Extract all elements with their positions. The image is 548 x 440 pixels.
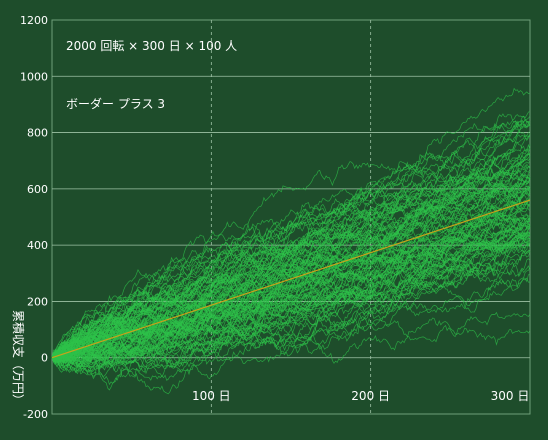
simulated-series-line [51, 239, 531, 362]
y-axis-label: 累積収支（万円） [11, 310, 26, 406]
simulated-series-line [51, 232, 531, 381]
y-tick-label: 800 [27, 127, 48, 140]
y-tick-label: 200 [27, 295, 48, 308]
simulated-series-line [51, 205, 531, 359]
simulated-series-line [51, 188, 531, 363]
x-tick-label: 300 日 [491, 389, 530, 403]
simulated-series-line [51, 185, 531, 364]
y-tick-labels: -200 0 200 400 600 800 1000 1200 [20, 14, 48, 421]
y-tick-label: 600 [27, 183, 48, 196]
simulated-series-group [51, 87, 531, 395]
annotation-simulation-setup: 2000 回転 × 300 日 × 100 人 [66, 39, 237, 53]
plot-frame [51, 19, 531, 415]
expected-line-group [51, 199, 531, 359]
y-tick-label: 1000 [20, 70, 48, 83]
x-tick-label: 200 日 [351, 389, 390, 403]
simulated-series-line [51, 178, 531, 361]
simulated-series-line [51, 165, 531, 358]
simulated-series-line [51, 111, 531, 361]
simulated-series-line [51, 200, 531, 374]
simulated-series-line [51, 115, 531, 359]
simulated-series-line [51, 155, 531, 360]
simulated-series-line [51, 190, 531, 366]
simulated-series-line [51, 230, 531, 364]
simulated-series-line [51, 148, 531, 358]
y-tick-label: 0 [41, 352, 48, 365]
annotation-border-plus: ボーダー プラス 3 [66, 96, 165, 111]
simulated-series-line [51, 200, 531, 364]
simulated-series-line [51, 311, 531, 369]
simulated-series-line [51, 231, 531, 371]
simulated-series-line [51, 163, 531, 359]
simulated-series-line [51, 182, 531, 358]
simulated-series-line [51, 141, 531, 359]
expected-value-line [51, 199, 531, 359]
simulated-series-line [51, 123, 531, 360]
simulated-series-line [51, 152, 531, 378]
simulated-series-line [51, 218, 531, 359]
simulated-series-line [51, 153, 531, 374]
simulated-series-line [51, 120, 531, 358]
simulated-series-line [51, 203, 531, 360]
simulated-series-line [51, 233, 531, 368]
x-tick-label: 100 日 [192, 389, 231, 403]
simulated-series-line [51, 242, 531, 395]
y-tick-label: -200 [23, 408, 48, 421]
simulated-series-line [51, 316, 531, 364]
simulated-series-line [51, 235, 531, 376]
y-tick-label: 1200 [20, 14, 48, 27]
simulated-series-line [51, 273, 531, 359]
y-tick-label: 400 [27, 239, 48, 252]
x-tick-labels: 100 日 200 日 300 日 [192, 389, 529, 403]
simulated-series-line [51, 171, 531, 362]
